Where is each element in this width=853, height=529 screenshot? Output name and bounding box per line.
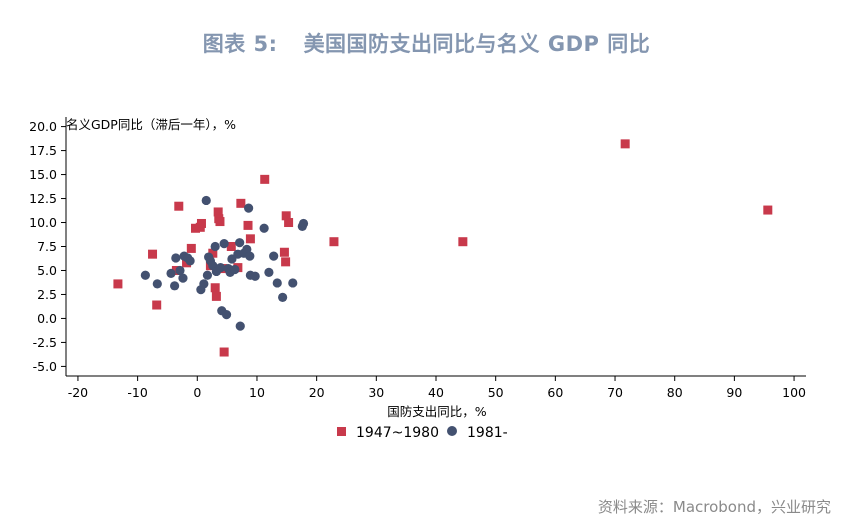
point-series-1 [196, 218, 206, 228]
y-tick-label: -5.0 [33, 359, 57, 374]
point-series-2 [288, 278, 298, 288]
point-series-2 [199, 279, 209, 289]
point-series-1 [281, 257, 291, 267]
y-tick-label: 17.5 [29, 143, 57, 158]
legend-label-series-2: 1981- [467, 425, 508, 441]
x-tick-label: 70 [607, 385, 623, 400]
point-series-1 [215, 217, 225, 227]
point-series-2 [269, 251, 279, 261]
x-tick-label: 20 [309, 385, 325, 400]
x-tick-label: 50 [488, 385, 504, 400]
x-tick-label: 40 [428, 385, 444, 400]
x-axis-label: 国防支出同比，% [387, 404, 487, 419]
x-tick-label: 0 [193, 385, 201, 400]
y-axis-label: 名义GDP同比（滞后一年），% [66, 117, 236, 132]
chart-axes: -5.0 -2.5 0.0 2.5 5.0 7.5 10.0 12.5 15.0 17.5 20.0… [29, 117, 806, 400]
source-note: 资料来源：Macrobond，兴业研究 [597, 498, 831, 516]
y-tick-label: 10.0 [29, 215, 57, 230]
point-series-1 [620, 139, 630, 149]
point-series-2 [235, 321, 245, 331]
point-series-2 [264, 267, 274, 277]
point-series-2 [178, 273, 188, 283]
point-series-1 [763, 205, 773, 215]
point-series-1 [458, 237, 468, 247]
x-tick-label: -10 [127, 385, 147, 400]
chart-marks [113, 139, 773, 357]
y-tick-label: 5.0 [37, 263, 57, 278]
point-series-2 [175, 265, 185, 276]
point-series-1 [174, 201, 184, 211]
point-series-1 [213, 207, 223, 217]
y-tick-label: -2.5 [33, 335, 57, 350]
point-series-1 [148, 249, 158, 259]
point-series-1 [284, 218, 294, 228]
point-series-2 [166, 268, 176, 278]
point-series-2 [244, 203, 254, 213]
point-series-1 [113, 279, 123, 289]
point-series-2 [171, 253, 181, 263]
point-series-2 [272, 278, 282, 288]
figure-number: 图表 5: [202, 32, 278, 56]
legend: 1947~1980 1981- [337, 425, 508, 441]
point-series-1 [191, 223, 200, 233]
point-series-2 [250, 271, 260, 281]
point-series-2 [278, 292, 288, 302]
point-series-2 [202, 270, 213, 280]
legend-label-series-1: 1947~1980 [356, 425, 439, 441]
point-series-2 [185, 256, 195, 266]
point-series-1 [236, 198, 246, 208]
point-series-1 [186, 243, 196, 253]
point-series-2 [259, 223, 269, 233]
legend-marker-series-2 [447, 426, 457, 436]
y-tick-label: 0.0 [37, 311, 57, 326]
point-series-1 [245, 234, 255, 244]
y-tick-label: 7.5 [37, 239, 57, 254]
point-series-1 [243, 220, 253, 230]
point-series-1 [329, 237, 339, 247]
point-series-2 [215, 263, 226, 273]
point-series-2 [170, 281, 180, 291]
point-series-1 [279, 247, 289, 257]
x-tick-label: -20 [68, 385, 88, 400]
point-series-1 [219, 347, 229, 357]
x-tick-label: 60 [547, 385, 563, 400]
point-series-2 [210, 241, 220, 252]
point-series-1 [211, 291, 221, 301]
point-series-1 [152, 300, 162, 310]
point-series-2 [245, 251, 255, 261]
point-series-2 [221, 310, 232, 320]
figure-title: 美国国防支出同比与名义 GDP 同比 [303, 32, 651, 56]
point-series-1 [260, 174, 270, 184]
x-tick-label: 30 [368, 385, 384, 400]
x-tick-label: 80 [667, 385, 683, 400]
point-series-2 [235, 238, 245, 248]
point-series-2 [219, 239, 229, 249]
y-tick-label: 12.5 [29, 191, 57, 206]
x-tick-label: 90 [726, 385, 742, 400]
point-series-2 [140, 270, 150, 280]
point-series-1 [281, 211, 291, 221]
x-tick-label: 100 [782, 385, 806, 400]
figure-title-block: 图表 5: 美国国防支出同比与名义 GDP 同比 [0, 28, 853, 58]
y-tick-label: 15.0 [29, 167, 57, 182]
point-series-1 [210, 283, 220, 293]
point-series-2 [230, 264, 240, 275]
point-series-2 [152, 279, 162, 289]
y-tick-label: 20.0 [29, 119, 57, 134]
point-series-1 [226, 242, 236, 251]
y-tick-label: 2.5 [37, 287, 57, 302]
x-tick-label: 10 [249, 385, 265, 400]
point-series-1 [208, 248, 218, 258]
point-series-2 [201, 195, 211, 206]
legend-marker-series-1 [337, 427, 346, 436]
point-series-2 [298, 218, 309, 229]
